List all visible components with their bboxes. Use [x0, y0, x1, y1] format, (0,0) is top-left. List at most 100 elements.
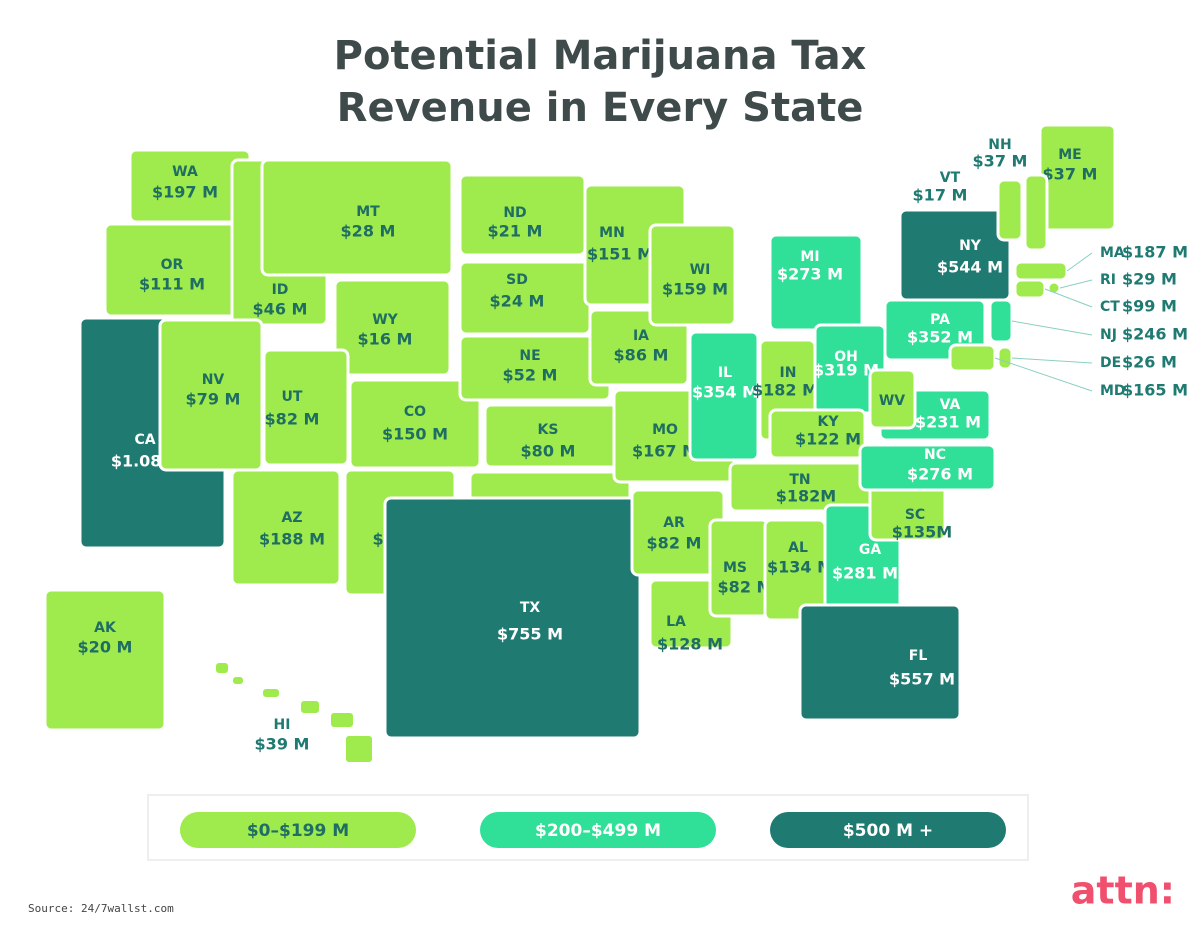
legend-frame [147, 794, 1029, 861]
state-value: $39 M [255, 735, 310, 754]
state: SD $24 M [458, 260, 592, 336]
leader-line [1059, 279, 1093, 289]
state: UT $82 M [262, 348, 350, 467]
state-abbr: MO [652, 422, 678, 438]
state-value: $37 M [973, 152, 1028, 171]
state-value: $17 M [913, 186, 968, 205]
state-abbr: KY [818, 414, 840, 430]
state-abbr: MT [356, 204, 380, 220]
state-shape [868, 368, 917, 430]
state: MI$273 M [768, 233, 864, 332]
state-abbr: AL [788, 540, 808, 556]
state-value: $134 M [767, 558, 833, 577]
state-shape [996, 345, 1014, 371]
state-abbr: MS [723, 560, 747, 576]
state-abbr: SC [905, 507, 925, 523]
state: TX $755 M [383, 496, 642, 740]
state: WI $159 M [648, 223, 737, 327]
state: VT$17 M [913, 170, 1024, 242]
leader-line [1011, 320, 1093, 336]
state-abbr: WY [372, 312, 398, 328]
state-abbr: AR [663, 515, 685, 531]
state-value: $135M [892, 523, 952, 542]
state: ME $37 M [1038, 123, 1117, 232]
state-abbr: SD [506, 272, 528, 288]
logo: attn: [1071, 869, 1175, 913]
state: KY$122 M [768, 408, 867, 460]
state: AK $20 M [43, 588, 167, 732]
state: NV $79 M [158, 318, 264, 472]
state: MA$187 M [1013, 243, 1188, 282]
leader-line [994, 357, 1093, 392]
state: MD$165 M [948, 343, 1188, 400]
state-abbr: CO [404, 404, 426, 420]
state-shape [383, 496, 642, 740]
state-value: $111 M [139, 275, 205, 294]
state-value: $151 M [587, 245, 653, 264]
state-shape [333, 278, 452, 377]
state-abbr: IN [780, 365, 797, 381]
leader-line [1011, 357, 1093, 364]
state-value: $80 M [521, 442, 576, 461]
state-value: $182M [776, 487, 836, 506]
legend-swatch [480, 812, 716, 848]
state: RI $29 M [1046, 270, 1177, 296]
state-shape [688, 330, 760, 462]
state: MS $82 M [708, 518, 773, 618]
state: MT $28 M [260, 158, 454, 277]
state-abbr: WA [172, 164, 198, 180]
state: ND$21 M [458, 173, 587, 257]
leader-line [1044, 288, 1093, 308]
state-value: $246 M [1122, 325, 1188, 344]
state-value: $82 M [718, 578, 773, 597]
state-value: $276 M [907, 465, 973, 484]
state-value: $20 M [78, 638, 133, 657]
state-shape [260, 158, 454, 277]
state-shape [261, 687, 281, 699]
state-value: $188 M [259, 530, 325, 549]
state: NC $276 M [858, 443, 997, 492]
state-abbr: IL [718, 365, 732, 381]
state: NE $52 M [458, 334, 612, 402]
state-value: $28 M [341, 222, 396, 241]
state-value: $354 M [692, 383, 758, 402]
legend-swatch [770, 812, 1006, 848]
state-abbr: NY [959, 238, 982, 254]
state: SC$135M [868, 483, 952, 542]
state-shape [1023, 173, 1049, 252]
title-line: Potential Marijuana Tax [334, 33, 867, 79]
state-value: $122 M [795, 430, 861, 449]
state-value: $150 M [382, 425, 448, 444]
state-abbr: MA [1100, 245, 1125, 261]
state: CO $150 M [348, 378, 482, 470]
state-value: $352 M [907, 328, 973, 347]
state: NY $544 M [898, 208, 1012, 302]
state-value: $26 M [1122, 353, 1177, 372]
state: FL $557 M [798, 603, 962, 722]
state-shape [299, 699, 321, 715]
title-line: Revenue in Every State [337, 85, 864, 131]
state-abbr: DE [1100, 355, 1121, 371]
state-shape [348, 378, 482, 470]
state-abbr: CT [1100, 299, 1120, 315]
state-value: $52 M [503, 366, 558, 385]
state-abbr: OH [834, 349, 858, 365]
state: DE $26 M [996, 345, 1177, 372]
state: WA $197 M [128, 148, 252, 224]
state-value: $21 M [488, 222, 543, 241]
state: IL $354 M [688, 330, 760, 462]
state-value: $197 M [152, 183, 218, 202]
state-shape [996, 178, 1024, 242]
state-abbr: PA [930, 312, 950, 328]
state: TN$182M [728, 461, 892, 513]
state-abbr: NE [519, 348, 540, 364]
state-abbr: ME [1058, 147, 1082, 163]
state-value: $82 M [647, 534, 702, 553]
state: NH$37 M [973, 137, 1049, 252]
state-abbr: VA [940, 397, 961, 413]
state-shape [768, 408, 867, 460]
state-value: $281 M [832, 564, 898, 583]
state-shape [344, 734, 374, 764]
state: HI $39 M [214, 661, 374, 764]
